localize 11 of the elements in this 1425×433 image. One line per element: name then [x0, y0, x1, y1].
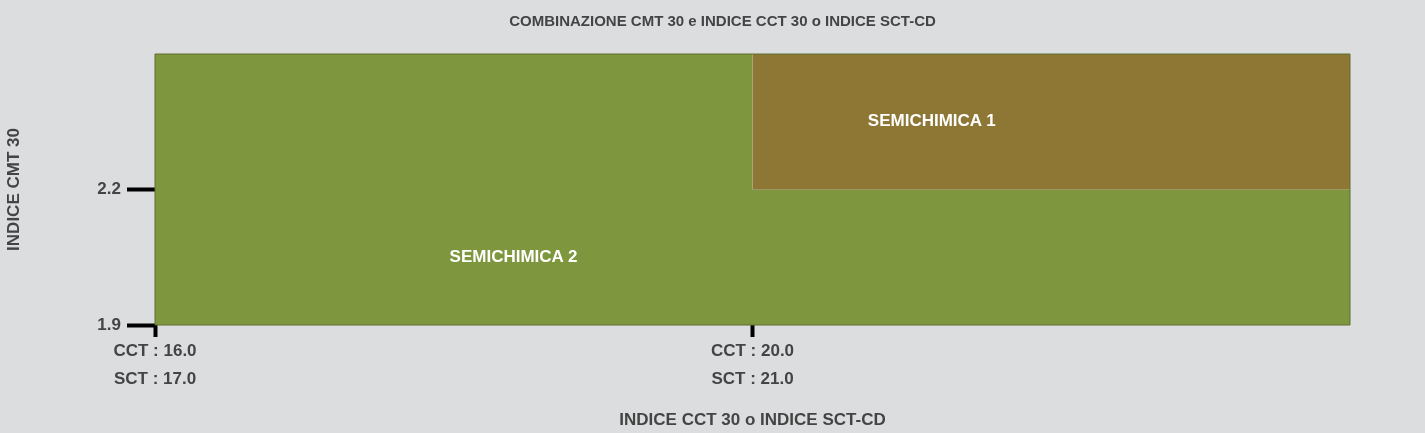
x-tick-label: CCT : 16.0 — [113, 340, 197, 360]
chart-title: COMBINAZIONE CMT 30 e INDICE CCT 30 o INDICE SCT-CD — [509, 12, 937, 30]
y-tick-label: 2.2 — [97, 179, 121, 199]
y-tick-label: 1.9 — [97, 314, 121, 334]
y-axis-title: INDICE CMT 30 — [3, 128, 23, 251]
x-tick-label: CCT : 20.0 — [710, 340, 795, 360]
series-label: SEMICHIMICA 1 — [867, 111, 996, 131]
x2-tick-label: SCT : 21.0 — [711, 368, 794, 388]
x-axis-title: INDICE CCT 30 o INDICE SCT-CD — [619, 410, 886, 430]
series-label: SEMICHIMICA 2 — [449, 246, 578, 266]
x2-tick-label: SCT : 17.0 — [113, 368, 197, 388]
